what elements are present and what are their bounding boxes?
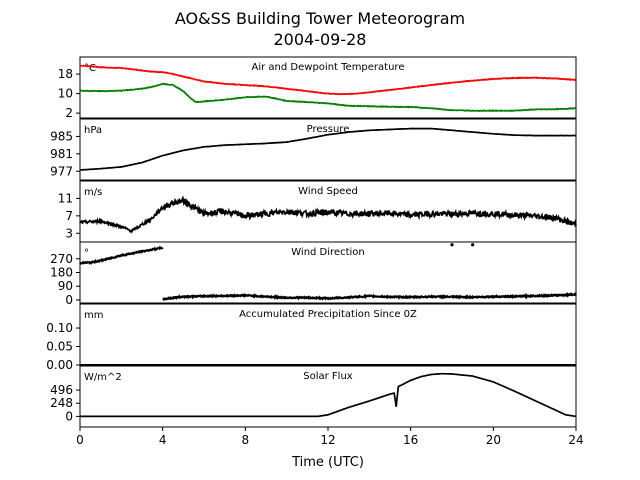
x-tick-label: 16 (403, 433, 418, 447)
y-tick-label: 3 (65, 226, 73, 240)
wind-direction-point (471, 243, 475, 247)
x-tick-label: 24 (568, 433, 583, 447)
y-tick-label: 0 (65, 293, 73, 307)
panel-3: 3 7 11 m/s Wind Speed (58, 180, 577, 243)
y-tick-label: 977 (50, 164, 73, 178)
panel-unit-label: mm (84, 310, 103, 321)
y-tick-label: 985 (50, 129, 73, 143)
panels-group: 2 10 18 °C Air and Dewpoint Temperature 977 98… (46, 56, 577, 428)
x-tick-label: 12 (320, 433, 335, 447)
panel-unit-label: W/m^2 (84, 372, 122, 383)
panel-5: 0.00 0.05 0.10 mm Accumulated Precipitation … (46, 303, 577, 372)
figure-title-line2: 2004-09-28 (274, 30, 367, 49)
y-tick-label: 180 (50, 266, 73, 280)
x-tick-label: 0 (76, 433, 84, 447)
y-tick-label: 0.00 (46, 358, 73, 372)
panel-title: Wind Direction (291, 247, 365, 258)
y-tick-label: 496 (50, 383, 73, 397)
panel-frame (79, 56, 577, 119)
wind-direction-series-1 (79, 245, 164, 265)
y-tick-label: 981 (50, 147, 73, 161)
panel-unit-label: m/s (84, 187, 102, 198)
series-line-1-1 (80, 64, 577, 96)
y-tick-label: 270 (50, 252, 73, 266)
panel-2: 977 981 985 hPa Pressure (50, 118, 577, 181)
y-tick-label: 18 (58, 67, 73, 81)
panel-unit-label: °C (84, 63, 96, 74)
y-tick-label: 0 (65, 409, 73, 423)
panel-title: Solar Flux (303, 371, 353, 382)
y-tick-label: 11 (58, 191, 73, 205)
panel-unit-label: ° (84, 248, 89, 259)
y-tick-label: 90 (58, 279, 73, 293)
x-tick-label: 20 (486, 433, 501, 447)
panel-unit-label: hPa (84, 125, 102, 136)
series-line-3-1 (79, 195, 577, 234)
panel-1: 2 10 18 °C Air and Dewpoint Temperature (58, 56, 577, 120)
panel-frame (79, 118, 577, 181)
series-line-1-2 (79, 82, 577, 113)
series-line-2-1 (79, 127, 576, 171)
wind-direction-point (450, 243, 454, 247)
x-tick-label: 4 (159, 433, 167, 447)
panel-title: Pressure (307, 124, 350, 135)
y-tick-label: 0.10 (46, 321, 73, 335)
y-tick-label: 7 (65, 209, 73, 223)
y-tick-label: 248 (50, 396, 73, 410)
panel-title: Accumulated Precipitation Since 0Z (239, 309, 417, 320)
wind-direction-series-2 (162, 291, 577, 301)
y-tick-label: 10 (58, 87, 73, 101)
panel-title: Air and Dewpoint Temperature (252, 62, 405, 73)
x-tick-label: 8 (242, 433, 250, 447)
y-tick-label: 0.05 (46, 340, 73, 354)
figure-title-line1: AO&SS Building Tower Meteorogram (175, 9, 465, 28)
x-axis-label: Time (UTC) (291, 455, 364, 470)
series-line-6-1 (80, 372, 577, 418)
panel-title: Wind Speed (298, 186, 358, 197)
y-tick-label: 2 (65, 106, 73, 120)
x-axis: 0 4 8 12 16 20 24 (76, 427, 584, 447)
